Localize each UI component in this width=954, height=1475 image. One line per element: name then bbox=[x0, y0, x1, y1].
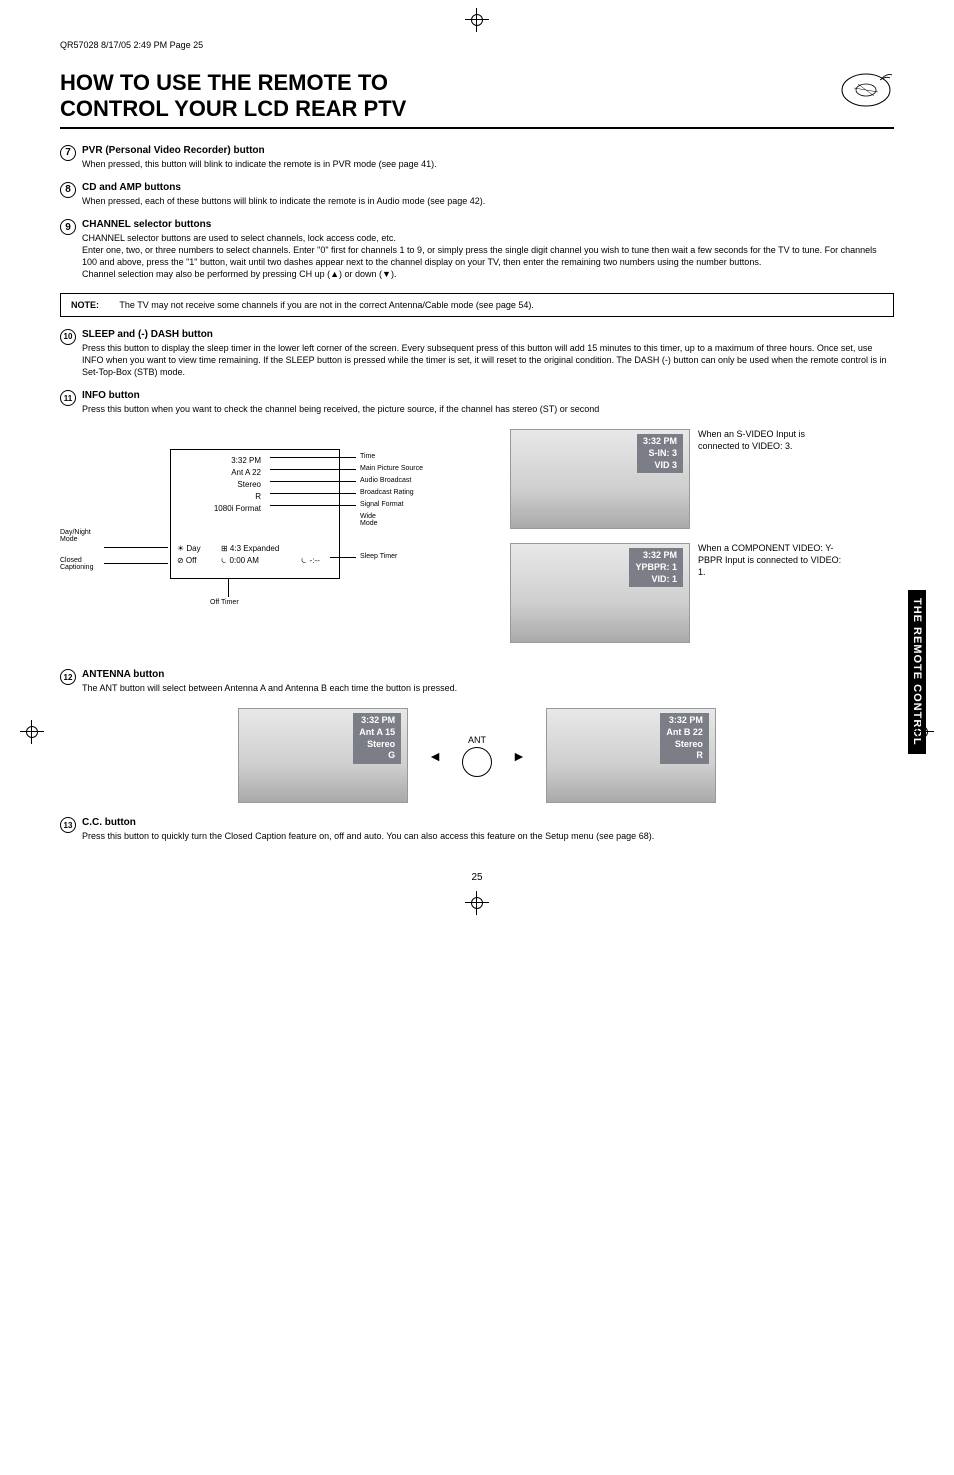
thumb-component: 3:32 PM YPBPR: 1 VID: 1 bbox=[510, 543, 690, 643]
ant-thumb-b: 3:32 PM Ant B 22 Stereo R bbox=[546, 708, 716, 803]
thumb2-l1: 3:32 PM bbox=[635, 550, 677, 562]
num-9: 9 bbox=[60, 219, 76, 235]
antenna-diagram: 3:32 PM Ant A 15 Stereo G ◄ ANT ► 3:32 P… bbox=[60, 708, 894, 803]
num-11: 11 bbox=[60, 390, 76, 406]
section-info: 11 INFO button Press this button when yo… bbox=[60, 390, 894, 415]
osd-time: 3:32 PM bbox=[231, 456, 261, 465]
page-number: 25 bbox=[60, 872, 894, 883]
title-cd-amp: CD and AMP buttons bbox=[82, 182, 894, 193]
thumb1-l2: S-IN: 3 bbox=[643, 448, 677, 460]
thumb1-l3: VID 3 bbox=[643, 460, 677, 472]
thumb2-l2: YPBPR: 1 bbox=[635, 562, 677, 574]
ant-button: ANT bbox=[462, 735, 492, 777]
thumb2-l3: VID: 1 bbox=[635, 574, 677, 586]
text-sleep: Press this button to display the sleep t… bbox=[82, 342, 894, 378]
section-cd-amp: 8 CD and AMP buttons When pressed, each … bbox=[60, 182, 894, 207]
text-antenna: The ANT button will select between Anten… bbox=[82, 682, 894, 694]
print-header: QR57028 8/17/05 2:49 PM Page 25 bbox=[60, 40, 894, 50]
text-pvr: When pressed, this button will blink to … bbox=[82, 158, 894, 170]
thumb1-l1: 3:32 PM bbox=[643, 436, 677, 448]
page-title-line1: HOW TO USE THE REMOTE TO bbox=[60, 70, 406, 96]
label-main: Main Picture Source bbox=[360, 465, 423, 472]
osd-sleep-icon: ⏾ -:-- bbox=[301, 556, 320, 566]
label-daynight: Day/Night Mode bbox=[60, 529, 91, 543]
section-sleep: 10 SLEEP and (-) DASH button Press this … bbox=[60, 329, 894, 378]
ant-label: ANT bbox=[468, 735, 486, 745]
label-wide: Wide Mode bbox=[360, 513, 378, 527]
thumb2-caption: When a COMPONENT VIDEO: Y-PBPR Input is … bbox=[698, 543, 848, 578]
osd-format: 1080i Format bbox=[214, 504, 261, 513]
title-cc: C.C. button bbox=[82, 817, 894, 828]
osd-sleep: ⏾ 0:00 AM bbox=[221, 556, 259, 566]
note-text: The TV may not receive some channels if … bbox=[119, 300, 534, 310]
ant-a-l2: Ant A 15 bbox=[359, 727, 395, 739]
page-title-line2: CONTROL YOUR LCD REAR PTV bbox=[60, 96, 406, 122]
title-info: INFO button bbox=[82, 390, 894, 401]
info-diagram-area: 3:32 PM Ant A 22 Stereo R 1080i Format ☀… bbox=[60, 429, 894, 649]
section-channel: 9 CHANNEL selector buttons CHANNEL selec… bbox=[60, 219, 894, 281]
label-rating: Broadcast Rating bbox=[360, 489, 414, 496]
osd-aspect: ⊞ 4:3 Expanded bbox=[221, 544, 279, 553]
title-antenna: ANTENNA button bbox=[82, 669, 894, 680]
title-sleep: SLEEP and (-) DASH button bbox=[82, 329, 894, 340]
num-8: 8 bbox=[60, 182, 76, 198]
thumb-svideo: 3:32 PM S-IN: 3 VID 3 bbox=[510, 429, 690, 529]
title-channel: CHANNEL selector buttons bbox=[82, 219, 894, 230]
num-7: 7 bbox=[60, 145, 76, 161]
arrow-left-icon: ◄ bbox=[428, 748, 442, 764]
label-cc: Closed Captioning bbox=[60, 557, 93, 571]
ant-thumb-a: 3:32 PM Ant A 15 Stereo G bbox=[238, 708, 408, 803]
thumb-component-row: 3:32 PM YPBPR: 1 VID: 1 When a COMPONENT… bbox=[510, 543, 848, 643]
label-off-timer: Off Timer bbox=[210, 599, 239, 606]
thumb-svideo-row: 3:32 PM S-IN: 3 VID 3 When an S-VIDEO In… bbox=[510, 429, 848, 529]
remote-icon bbox=[838, 70, 894, 110]
ant-a-l4: G bbox=[359, 750, 395, 762]
text-cc: Press this button to quickly turn the Cl… bbox=[82, 830, 894, 842]
title-pvr: PVR (Personal Video Recorder) button bbox=[82, 145, 894, 156]
text-info: Press this button when you want to check… bbox=[82, 403, 894, 415]
ant-b-l4: R bbox=[666, 750, 703, 762]
osd-rating: R bbox=[255, 492, 261, 501]
ant-b-l1: 3:32 PM bbox=[666, 715, 703, 727]
osd-off: ⊘ Off bbox=[177, 556, 196, 565]
label-signal: Signal Format bbox=[360, 501, 404, 508]
num-13: 13 bbox=[60, 817, 76, 833]
text-cd-amp: When pressed, each of these buttons will… bbox=[82, 195, 894, 207]
label-sleep-timer: Sleep Timer bbox=[360, 553, 397, 560]
osd-stereo: Stereo bbox=[237, 480, 261, 489]
arrow-right-icon: ► bbox=[512, 748, 526, 764]
section-antenna: 12 ANTENNA button The ANT button will se… bbox=[60, 669, 894, 694]
note-label: NOTE: bbox=[71, 300, 99, 310]
osd-day: ☀ Day bbox=[177, 544, 201, 553]
info-osd-diagram: 3:32 PM Ant A 22 Stereo R 1080i Format ☀… bbox=[60, 429, 480, 649]
ant-circle-icon bbox=[462, 747, 492, 777]
label-time: Time bbox=[360, 453, 375, 460]
section-pvr: 7 PVR (Personal Video Recorder) button W… bbox=[60, 145, 894, 170]
section-cc: 13 C.C. button Press this button to quic… bbox=[60, 817, 894, 842]
ant-b-l2: Ant B 22 bbox=[666, 727, 703, 739]
label-audio: Audio Broadcast bbox=[360, 477, 411, 484]
ant-a-l1: 3:32 PM bbox=[359, 715, 395, 727]
num-10: 10 bbox=[60, 329, 76, 345]
num-12: 12 bbox=[60, 669, 76, 685]
ant-b-l3: Stereo bbox=[666, 739, 703, 751]
thumb1-caption: When an S-VIDEO Input is connected to VI… bbox=[698, 429, 848, 452]
thumb-stack: 3:32 PM S-IN: 3 VID 3 When an S-VIDEO In… bbox=[510, 429, 848, 643]
ant-a-l3: Stereo bbox=[359, 739, 395, 751]
osd-ant: Ant A 22 bbox=[231, 468, 261, 477]
title-row: HOW TO USE THE REMOTE TO CONTROL YOUR LC… bbox=[60, 70, 894, 129]
note-box: NOTE: The TV may not receive some channe… bbox=[60, 293, 894, 317]
text-channel: CHANNEL selector buttons are used to sel… bbox=[82, 232, 894, 281]
